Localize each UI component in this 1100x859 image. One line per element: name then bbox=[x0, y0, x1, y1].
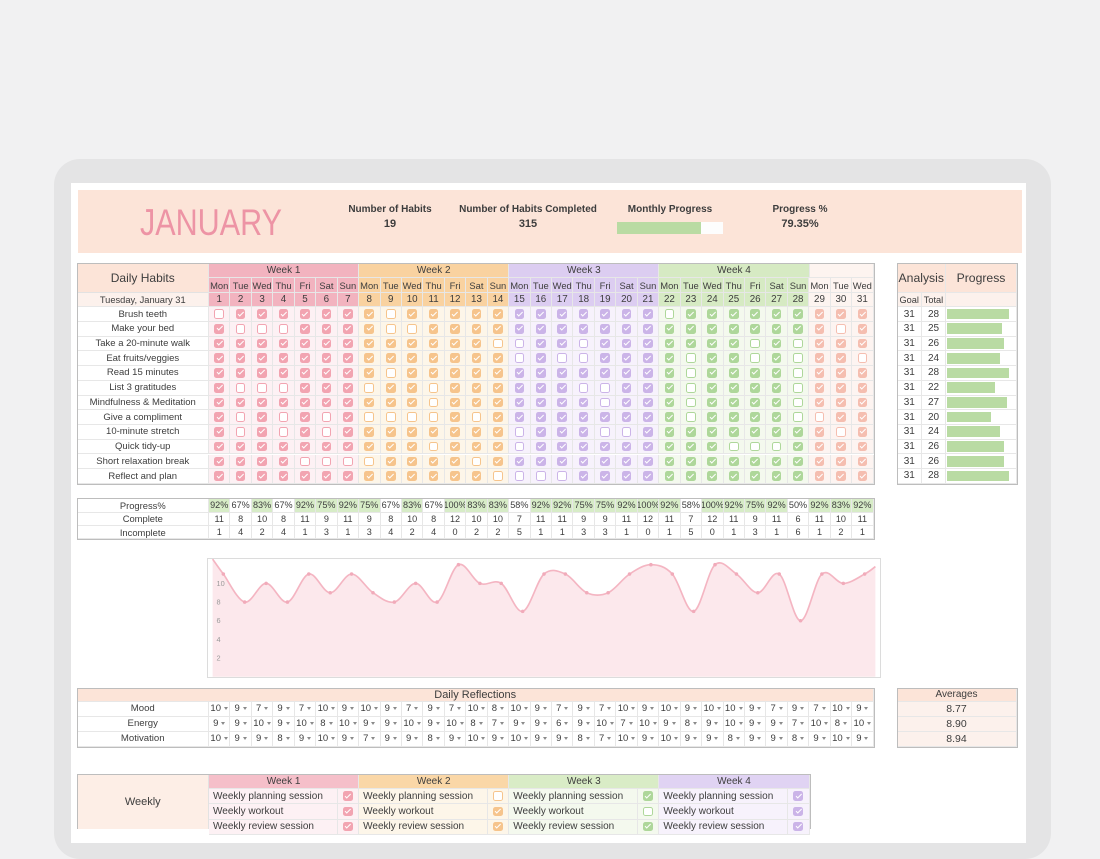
svg-text:10: 10 bbox=[217, 578, 225, 587]
svg-text:4: 4 bbox=[217, 634, 221, 643]
svg-text:8: 8 bbox=[217, 597, 221, 606]
svg-text:6: 6 bbox=[217, 616, 221, 625]
svg-text:2: 2 bbox=[217, 653, 221, 662]
